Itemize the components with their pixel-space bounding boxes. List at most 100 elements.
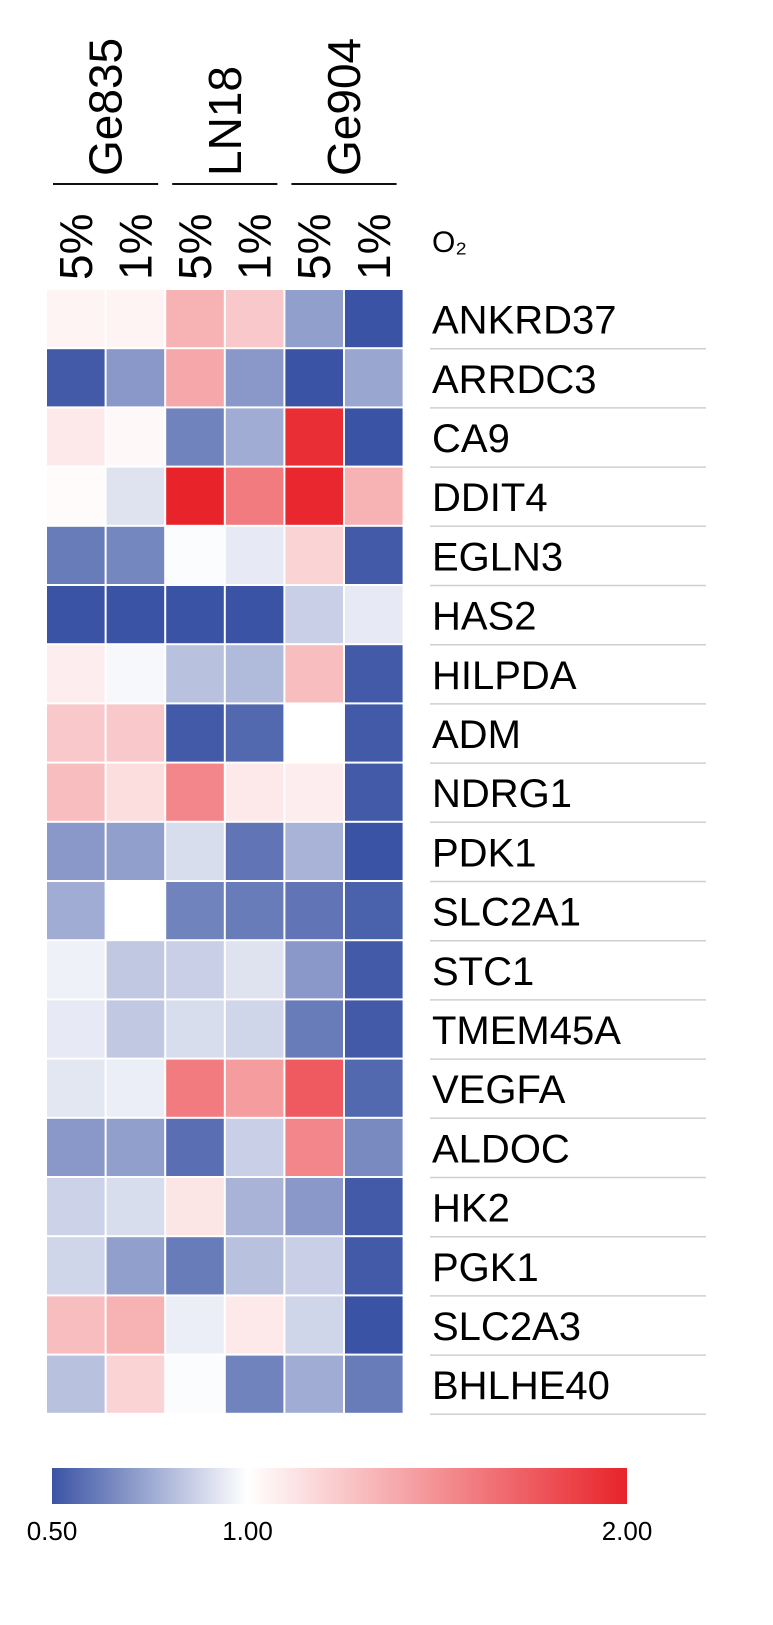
heatmap-cell (225, 1178, 284, 1236)
heatmap-cell (106, 586, 165, 644)
gene-label: SLC2A1 (432, 891, 581, 935)
heatmap-cell (166, 349, 224, 407)
heatmap-cell (47, 1059, 105, 1117)
condition-label: 1% (229, 214, 281, 280)
heatmap-cell (47, 290, 105, 348)
heatmap-cell (106, 349, 165, 407)
heatmap-cell (166, 1000, 224, 1058)
gene-label: SLC2A3 (432, 1305, 581, 1349)
heatmap-cell (225, 1059, 284, 1117)
heatmap-cell (47, 467, 105, 525)
gene-label: HK2 (432, 1187, 510, 1231)
heatmap-cell (47, 1237, 105, 1295)
heatmap-cell (106, 763, 165, 821)
heatmap-cell (345, 941, 403, 999)
heatmap-cell (285, 586, 343, 644)
heatmap-cell (285, 1178, 343, 1236)
heatmap-cell (47, 1000, 105, 1058)
heatmap-cell (345, 645, 403, 703)
gene-label: PDK1 (432, 831, 537, 875)
gene-label: STC1 (432, 950, 534, 994)
heatmap-cell (166, 467, 224, 525)
heatmap-cell (106, 941, 165, 999)
heatmap-cell (47, 586, 105, 644)
heatmap-cell (345, 1118, 403, 1176)
heatmap-cell (106, 822, 165, 880)
heatmap-cell (285, 1118, 343, 1176)
condition-label: 1% (109, 214, 161, 280)
heatmap-cell (345, 763, 403, 821)
heatmap-cell (225, 467, 284, 525)
heatmap-cell (225, 704, 284, 762)
heatmap-cell (47, 526, 105, 584)
condition-label: 5% (50, 214, 102, 280)
heatmap-cell (166, 704, 224, 762)
heatmap-cell (285, 1059, 343, 1117)
heatmap-cell (225, 349, 284, 407)
heatmap-cell (47, 882, 105, 940)
condition-label: 1% (348, 214, 400, 280)
heatmap-cell (47, 349, 105, 407)
heatmap-cell (345, 408, 403, 466)
heatmap-cell (166, 586, 224, 644)
column-condition-labels: 5% 1% 5% 1% 5% 1% (50, 214, 400, 280)
heatmap-cell (47, 704, 105, 762)
heatmap-cell (106, 526, 165, 584)
condition-label: 5% (169, 214, 221, 280)
heatmap-cell (225, 1296, 284, 1354)
heatmap-cell (285, 882, 343, 940)
heatmap-cell (285, 704, 343, 762)
heatmap-cell (166, 408, 224, 466)
heatmap-cell (345, 1237, 403, 1295)
colorbar-tick-label: 0.50 (27, 1516, 78, 1546)
heatmap-cell (345, 467, 403, 525)
colorbar-gradient (52, 1468, 627, 1504)
heatmap-cell (106, 290, 165, 348)
heatmap-cell (285, 526, 343, 584)
heatmap-cells (47, 290, 403, 1413)
colorbar-tick-label: 1.00 (222, 1516, 273, 1546)
heatmap-cell (345, 290, 403, 348)
gene-label: HILPDA (432, 654, 577, 698)
heatmap-cell (47, 1118, 105, 1176)
heatmap-cell (225, 822, 284, 880)
heatmap-cell (166, 1118, 224, 1176)
gene-label: DDIT4 (432, 476, 548, 520)
heatmap-cell (285, 1296, 343, 1354)
heatmap-cell (166, 882, 224, 940)
heatmap-cell (225, 290, 284, 348)
heatmap-cell (285, 408, 343, 466)
heatmap-cell (106, 882, 165, 940)
heatmap-cell (345, 586, 403, 644)
column-group-headers: Ge835 LN18 Ge904 (53, 38, 397, 185)
heatmap-cell (285, 290, 343, 348)
heatmap-cell (166, 1059, 224, 1117)
gene-label: CA9 (432, 417, 510, 461)
heatmap-cell (225, 408, 284, 466)
heatmap-cell (166, 1355, 224, 1413)
heatmap-cell (345, 1178, 403, 1236)
heatmap-cell (225, 645, 284, 703)
heatmap-cell (166, 1237, 224, 1295)
heatmap-cell (47, 645, 105, 703)
heatmap-cell (47, 763, 105, 821)
heatmap-cell (166, 941, 224, 999)
heatmap-cell (225, 586, 284, 644)
heatmap-cell (345, 1059, 403, 1117)
gene-row-labels: ANKRD37 ARRDC3 CA9 DDIT4 EGLN3 HAS2 HILPDA ADM N… (430, 299, 706, 1416)
heatmap-cell (106, 1296, 165, 1354)
heatmap-cell (166, 822, 224, 880)
heatmap-cell (106, 1059, 165, 1117)
heatmap-cell (47, 1178, 105, 1236)
condition-label: 5% (288, 214, 340, 280)
heatmap-cell (285, 467, 343, 525)
group-label: Ge835 (80, 38, 132, 176)
heatmap-cell (345, 882, 403, 940)
heatmap-cell (166, 763, 224, 821)
heatmap-cell (166, 290, 224, 348)
colorbar: 0.50 1.00 2.00 (27, 1468, 652, 1546)
heatmap-cell (106, 1118, 165, 1176)
gene-label: ARRDC3 (432, 358, 596, 402)
heatmap-cell (106, 467, 165, 525)
